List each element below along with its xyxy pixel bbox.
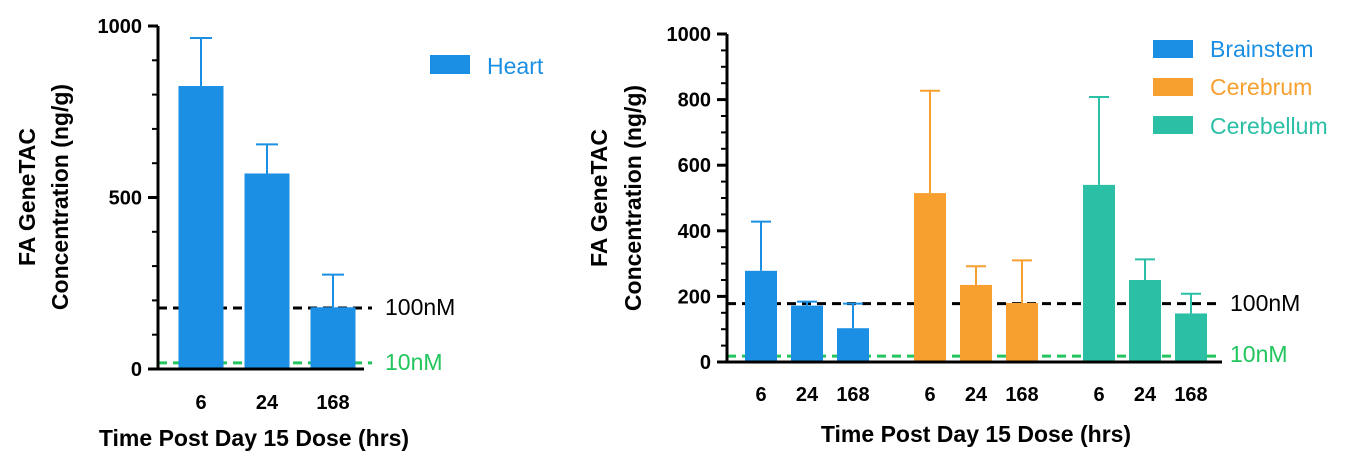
brain-y-axis-title-line1: FA GeneTAC	[586, 129, 612, 267]
heart-x-tick-label: 6	[195, 392, 206, 414]
heart-y-tick-label: 1000	[98, 16, 143, 38]
heart-y-axis-title-line2: Concentration (ng/g)	[47, 84, 73, 310]
brain-legend-label-cerebellum: Cerebellum	[1210, 113, 1328, 139]
brain-y-tick-label: 200	[678, 286, 711, 308]
brain-legend-swatch-cerebrum	[1153, 78, 1193, 96]
brain-ref-100nm-label: 100nM	[1230, 290, 1300, 316]
brain-bar-brainstem-24	[791, 305, 823, 362]
heart-bar-heart-6	[178, 86, 224, 370]
heart-legend-label: Heart	[487, 53, 544, 79]
heart-chart-marks	[158, 37, 372, 370]
brain-x-axis-title: Time Post Day 15 Dose (hrs)	[821, 421, 1131, 447]
brain-bar-cerebrum-24	[960, 284, 992, 362]
brain-y-ticks: 0 200 400 600 800 1000	[667, 24, 727, 374]
brain-x-ticks: 6 24 168 6 24 168 6 24 168	[755, 384, 1207, 406]
heart-y-tick-label: 500	[109, 188, 142, 210]
brain-x-tick-label: 6	[924, 384, 935, 406]
heart-x-tick-label: 24	[256, 392, 279, 414]
brain-bar-brainstem-168	[837, 328, 869, 362]
heart-y-tick-label: 0	[131, 359, 142, 381]
brain-x-tick-label: 6	[755, 384, 766, 406]
heart-y-axis-title-line1: FA GeneTAC	[14, 128, 40, 266]
heart-x-ticks: 6 24 168	[195, 392, 349, 414]
brain-legend-swatch-cerebellum	[1153, 116, 1193, 134]
brain-y-axis-title-line2: Concentration (ng/g)	[620, 85, 646, 311]
brain-x-tick-label: 168	[1174, 384, 1207, 406]
brain-ref-10nm-label: 10nM	[1230, 341, 1288, 367]
brain-x-tick-label: 24	[796, 384, 819, 406]
brain-chart-marks	[727, 89, 1222, 362]
brain-legend-swatch-brainstem	[1153, 40, 1193, 58]
heart-x-axis-title: Time Post Day 15 Dose (hrs)	[99, 425, 409, 451]
brain-bar-cerebrum-168	[1006, 302, 1038, 362]
brain-bar-cerebellum-6	[1083, 184, 1115, 362]
brain-bar-cerebellum-24	[1129, 280, 1161, 362]
brain-y-tick-label: 400	[678, 221, 711, 243]
brain-x-tick-label: 168	[836, 384, 869, 406]
heart-y-ticks: 0 500 1000	[98, 16, 158, 381]
heart-chart: 0 500 1000 6 24 168 FA GeneTAC Concentration…	[14, 16, 544, 451]
brain-bar-cerebellum-168	[1175, 313, 1207, 362]
brain-x-tick-label: 168	[1005, 384, 1038, 406]
heart-bar-heart-24	[244, 173, 290, 369]
brain-y-tick-label: 800	[678, 90, 711, 112]
brain-y-tick-label: 0	[700, 352, 711, 374]
heart-ref-10nm-label: 10nM	[385, 349, 443, 375]
brain-chart: 0 200 400 600 800 1000 6 24 168 6 24 168 6 24 168 FA …	[586, 24, 1328, 447]
brain-x-tick-label: 24	[1134, 384, 1157, 406]
brain-legend-label-cerebrum: Cerebrum	[1210, 74, 1312, 100]
brain-bar-brainstem-6	[745, 270, 777, 362]
heart-x-tick-label: 168	[316, 392, 349, 414]
brain-y-tick-label: 1000	[667, 24, 712, 46]
heart-ref-100nm-label: 100nM	[385, 294, 455, 320]
brain-bar-cerebrum-6	[914, 193, 946, 362]
brain-x-tick-label: 6	[1093, 384, 1104, 406]
heart-bar-heart-168	[310, 307, 356, 369]
heart-legend-swatch	[430, 55, 470, 74]
brain-y-tick-label: 600	[678, 155, 711, 177]
brain-x-tick-label: 24	[965, 384, 988, 406]
brain-legend-label-brainstem: Brainstem	[1210, 36, 1314, 62]
